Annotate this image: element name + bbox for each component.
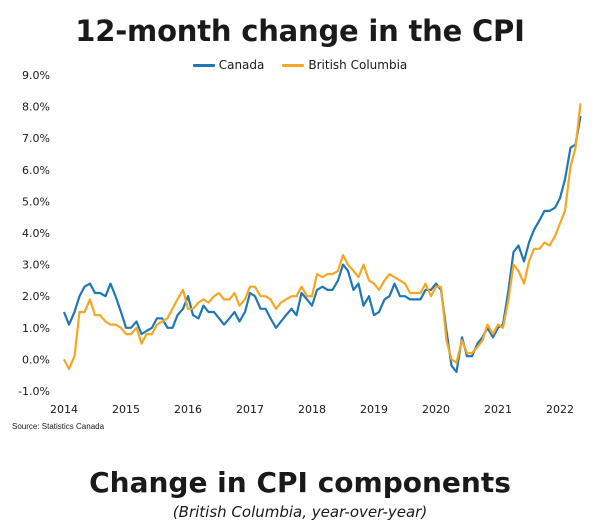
y-tick-label: 8.0% [22, 101, 50, 114]
chart-title: 12-month change in the CPI [75, 14, 525, 48]
x-tick-label: 2015 [112, 403, 140, 416]
y-tick-label: 1.0% [22, 322, 50, 335]
legend-label-british-columbia: British Columbia [308, 58, 408, 72]
legend-item-british-columbia: British Columbia [282, 58, 407, 72]
x-tick-label: 2019 [360, 403, 388, 416]
x-tick-label: 2020 [422, 403, 450, 416]
y-tick-label: 0.0% [22, 353, 50, 366]
legend-item-canada: Canada [192, 58, 265, 72]
series-line-canada [62, 115, 582, 374]
section-subtitle: (British Columbia, year-over-year) [172, 503, 428, 521]
y-tick-label: -1.0% [18, 385, 50, 398]
legend: Canada British Columbia [0, 58, 600, 72]
series-line-british-columbia [63, 103, 582, 370]
y-tick-label: 2.0% [22, 290, 50, 303]
legend-label-canada: Canada [218, 58, 265, 72]
y-tick-label: 7.0% [22, 132, 50, 145]
x-tick-label: 2016 [174, 403, 202, 416]
x-tick-label: 2021 [484, 403, 512, 416]
y-tick-label: 4.0% [22, 227, 50, 240]
section-title: Change in CPI components [89, 466, 511, 499]
cpi-line-chart: -1.0% 0.0% 1.0% 2.0% 3.0% 4.0% 5.0% 6.0% 7.0% 8.0… [18, 69, 582, 416]
x-tick-label: 2018 [298, 403, 326, 416]
y-tick-label: 6.0% [22, 164, 50, 177]
x-tick-label: 2022 [546, 403, 574, 416]
legend-swatch-canada [192, 63, 215, 67]
x-tick-label: 2014 [50, 403, 78, 416]
y-tick-label: 5.0% [22, 195, 50, 208]
x-tick-label: 2017 [236, 403, 264, 416]
legend-swatch-british-columbia [282, 63, 305, 67]
y-tick-label: 9.0% [22, 69, 50, 82]
y-tick-label: 3.0% [22, 259, 50, 272]
source-note: Source: Statistics Canada [12, 422, 105, 431]
